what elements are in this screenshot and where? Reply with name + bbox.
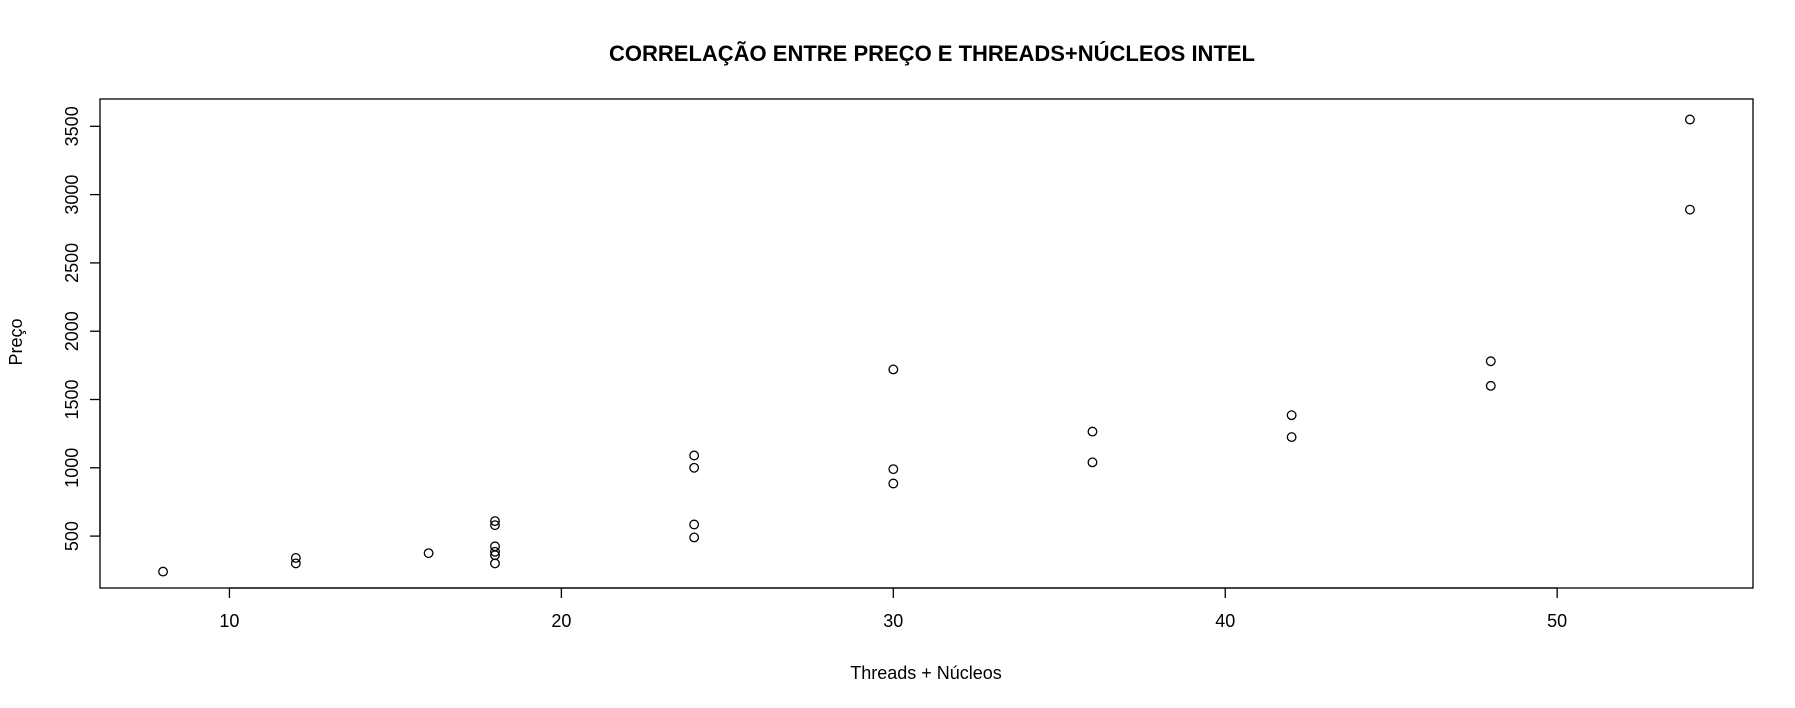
x-axis: 10 20 30 40 50: [219, 587, 1567, 631]
y-tick-label: 1500: [62, 379, 82, 419]
data-point: [888, 364, 899, 375]
data-point: [689, 519, 700, 530]
data-point: [888, 478, 899, 489]
data-point: [1087, 426, 1098, 437]
data-point: [290, 552, 301, 563]
data-point: [490, 546, 500, 557]
y-tick-label: 1000: [62, 448, 82, 488]
y-axis: 500 1000 1500 2000 2500 3000 3500: [62, 106, 101, 551]
data-point: [490, 541, 500, 552]
data-point: [490, 516, 500, 527]
data-point: [689, 450, 700, 461]
data-point: [888, 464, 899, 475]
y-tick-label: 2500: [62, 243, 82, 283]
x-tick-label: 50: [1547, 611, 1567, 631]
x-tick-label: 40: [1215, 611, 1235, 631]
y-tick-label: 3000: [62, 175, 82, 215]
chart-title: CORRELAÇÃO ENTRE PREÇO E THREADS+NÚCLEOS…: [609, 41, 1255, 66]
data-point: [689, 462, 700, 473]
data-point: [1087, 457, 1098, 468]
x-tick-label: 30: [883, 611, 903, 631]
data-point: [423, 548, 434, 559]
data-point: [490, 558, 500, 569]
y-tick-label: 2000: [62, 311, 82, 351]
data-point: [1485, 380, 1496, 391]
plot-frame: [99, 98, 1754, 589]
data-point: [689, 532, 700, 543]
data-point: [1485, 356, 1496, 367]
data-point: [1286, 410, 1297, 421]
data-point: [290, 558, 301, 569]
data-point: [490, 520, 500, 531]
data-point: [1684, 114, 1695, 125]
x-axis-label: Threads + Núcleos: [850, 663, 1002, 683]
y-tick-label: 3500: [62, 106, 82, 146]
data-point: [158, 566, 169, 577]
data-points: [158, 114, 1695, 577]
x-tick-label: 10: [219, 611, 239, 631]
data-point: [1286, 432, 1297, 443]
y-tick-label: 500: [62, 521, 82, 551]
x-tick-label: 20: [551, 611, 571, 631]
y-axis-label: Preço: [6, 318, 26, 365]
data-point: [1684, 204, 1695, 215]
